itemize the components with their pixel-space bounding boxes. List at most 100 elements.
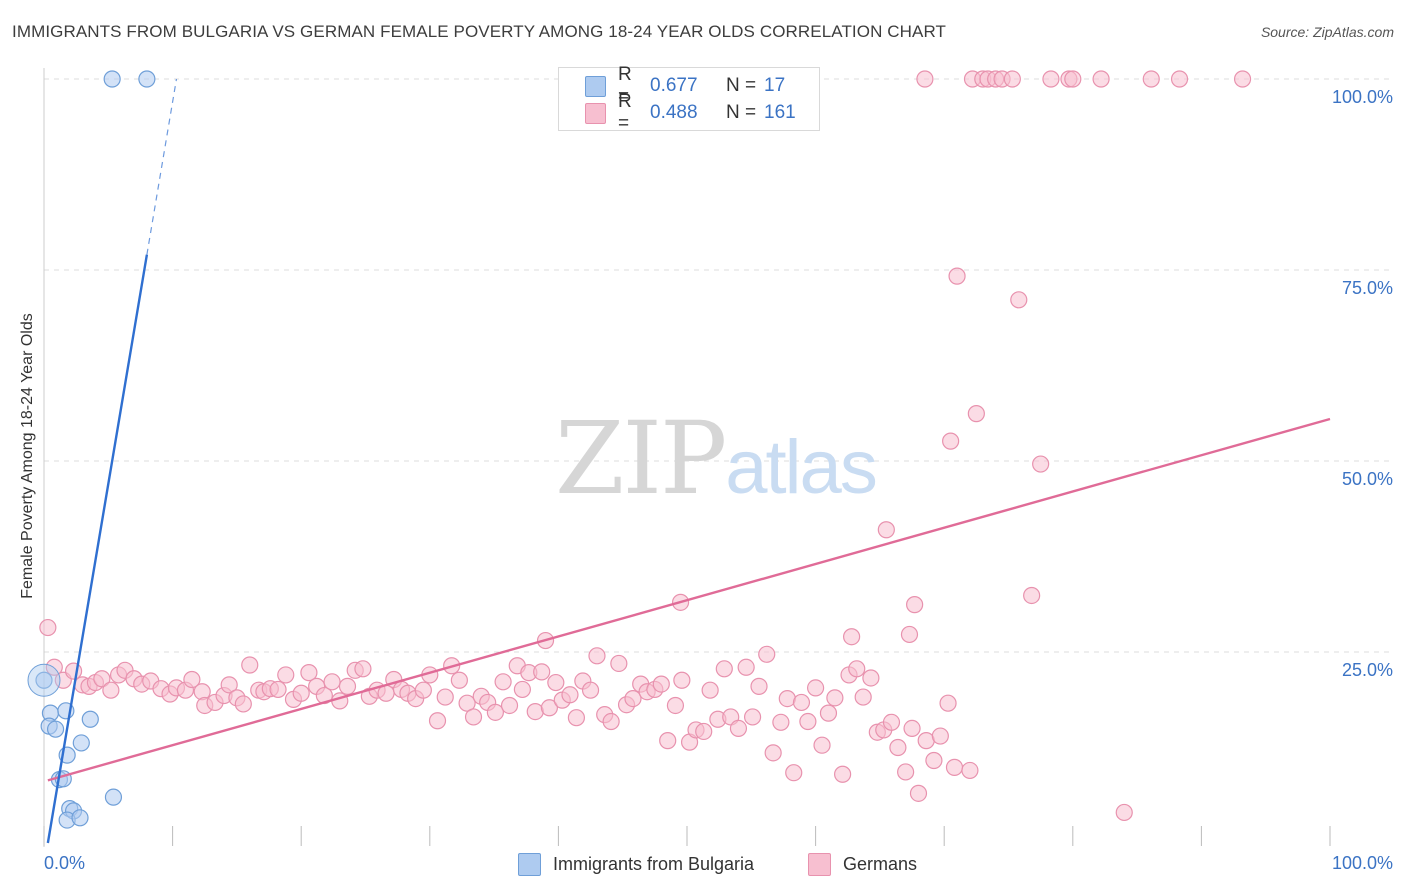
watermark-zip: ZIP xyxy=(555,400,727,517)
germans-point xyxy=(1023,586,1041,605)
bulgaria-swatch xyxy=(585,75,606,97)
y-tick-label: 100.0% xyxy=(1332,87,1393,107)
germans-point xyxy=(967,405,985,423)
germans-trend-line xyxy=(47,417,1331,782)
bulgaria-points xyxy=(27,70,156,829)
germans-point xyxy=(743,708,762,726)
germans-point xyxy=(948,267,966,285)
germans-point xyxy=(799,712,817,731)
germans-point xyxy=(292,684,310,702)
bulgaria-point xyxy=(138,70,156,88)
germans-point xyxy=(414,681,432,699)
germans-point xyxy=(961,761,979,780)
germans-point xyxy=(581,681,600,699)
germans-point xyxy=(737,658,755,676)
watermark: ZIPatlas xyxy=(555,400,878,517)
germans-point xyxy=(234,695,252,713)
stats-legend: R = 0.677 N = 17 R = 0.488 N = 161 xyxy=(558,64,820,134)
r-label: R = xyxy=(618,91,632,134)
r-label: R = xyxy=(618,64,632,107)
germans-point xyxy=(673,671,691,689)
x-tick-label: 0.0% xyxy=(44,853,85,873)
germans-point xyxy=(513,680,531,699)
germans-point xyxy=(925,751,943,770)
germans-point xyxy=(1115,803,1133,822)
germans-point xyxy=(862,669,880,687)
germans-point xyxy=(428,712,447,730)
germans-point xyxy=(300,664,318,682)
germans-point xyxy=(1233,70,1252,88)
germans-point xyxy=(778,690,796,708)
germans-point xyxy=(39,618,57,637)
germans-point xyxy=(806,679,825,697)
n-value: 161 xyxy=(764,102,796,123)
r-value: 0.488 xyxy=(650,102,698,123)
germans-point xyxy=(945,758,964,776)
germans-point xyxy=(900,625,919,644)
germans-point xyxy=(624,690,642,708)
germans-point xyxy=(939,694,957,712)
germans-point xyxy=(1042,70,1060,88)
germans-point xyxy=(785,764,803,782)
germans-point xyxy=(772,713,790,731)
germans-point xyxy=(916,70,934,88)
gridlines xyxy=(44,78,1392,653)
germans-point xyxy=(758,645,776,663)
y-tick-label: 25.0% xyxy=(1342,660,1393,680)
germans-point xyxy=(1092,70,1110,88)
germans-point xyxy=(526,702,544,721)
germans-point xyxy=(494,673,512,691)
germans-point xyxy=(834,765,852,783)
germans-point xyxy=(659,732,677,750)
germans-point xyxy=(102,681,120,699)
germans-point xyxy=(848,660,866,678)
germans-point xyxy=(64,662,83,680)
germans-point xyxy=(843,628,861,646)
germans-point xyxy=(1032,455,1050,473)
germans-point xyxy=(792,693,811,712)
germans-point xyxy=(436,688,454,706)
y-tick-label: 50.0% xyxy=(1342,469,1393,489)
germans-point xyxy=(220,676,238,694)
germans-point xyxy=(917,732,935,750)
y-tick-label: 75.0% xyxy=(1342,278,1393,298)
bulgaria-point xyxy=(104,788,123,806)
germans-point xyxy=(1170,70,1189,88)
legend-row-germans: R = 0.488 N = 161 xyxy=(585,91,796,134)
germans-point xyxy=(610,654,628,673)
germans-point xyxy=(909,784,928,802)
germans-point xyxy=(486,703,504,721)
germans-point xyxy=(666,696,685,715)
germans-point xyxy=(750,677,768,695)
germans-point xyxy=(903,719,921,738)
legend-item-germans: Germans xyxy=(808,852,917,876)
bulgaria-point xyxy=(103,70,121,88)
bulgaria-point xyxy=(35,671,53,689)
germans-point xyxy=(323,673,341,691)
germans-point xyxy=(819,704,838,722)
germans-point xyxy=(1064,70,1082,88)
bulgaria-trend-line xyxy=(46,254,149,844)
germans-point xyxy=(588,647,606,665)
germans-swatch xyxy=(585,102,606,124)
legend-row-bulgaria: R = 0.677 N = 17 xyxy=(585,64,785,107)
n-label: N = xyxy=(726,75,757,96)
bulgaria-point xyxy=(71,809,89,827)
y-axis-label: Female Poverty Among 18-24 Year Olds xyxy=(19,313,36,599)
germans-point xyxy=(183,670,201,689)
germans-point xyxy=(464,708,483,726)
germans-point xyxy=(715,660,733,678)
germans-point xyxy=(547,673,565,692)
germans-point xyxy=(540,699,558,717)
germans-point xyxy=(533,663,551,681)
germans-point xyxy=(500,696,519,715)
germans-legend-swatch xyxy=(808,852,831,876)
bulgaria-legend-label: Immigrants from Bulgaria xyxy=(553,853,755,874)
bulgaria-point xyxy=(46,720,65,738)
germans-point xyxy=(458,694,476,712)
germans-point xyxy=(906,596,924,614)
germans-point xyxy=(1010,291,1028,309)
bulgaria-legend-swatch xyxy=(518,852,541,876)
germans-point xyxy=(277,666,295,684)
